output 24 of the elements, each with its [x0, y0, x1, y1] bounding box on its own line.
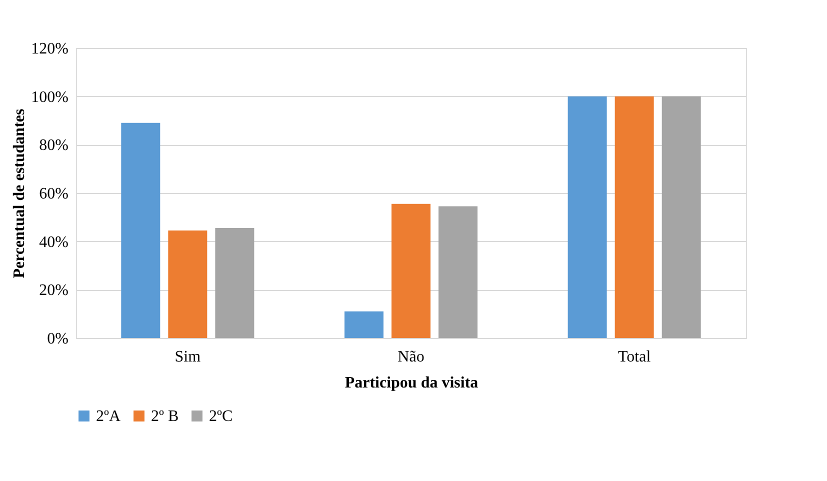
bar	[168, 230, 208, 338]
x-tick-label: Sim	[174, 348, 202, 366]
bar	[614, 96, 654, 338]
y-tick-label: 40%	[39, 234, 68, 251]
x-tick-label: Total	[618, 348, 652, 366]
y-tick-label: 80%	[39, 137, 68, 154]
bar	[392, 204, 430, 338]
y-tick-label: 120%	[31, 40, 68, 58]
bar	[662, 96, 701, 338]
y-tick-label: 20%	[39, 282, 68, 300]
bar	[215, 228, 254, 338]
legend-label: 2ºC	[209, 408, 233, 425]
legend-label: 2º B	[151, 408, 179, 425]
y-tick-label: 60%	[39, 186, 68, 202]
y-tick-label: 100%	[31, 88, 68, 106]
bar	[438, 206, 478, 338]
y-axis-title: Percentual de estudantes	[11, 108, 28, 278]
bar	[344, 311, 384, 338]
y-tick-label: 0%	[47, 330, 68, 348]
bar	[568, 96, 607, 338]
x-tick-label: Não	[398, 348, 424, 366]
bar	[121, 122, 160, 338]
legend-label: 2ºA	[96, 408, 121, 425]
x-axis-title: Participou da visita	[344, 374, 478, 392]
